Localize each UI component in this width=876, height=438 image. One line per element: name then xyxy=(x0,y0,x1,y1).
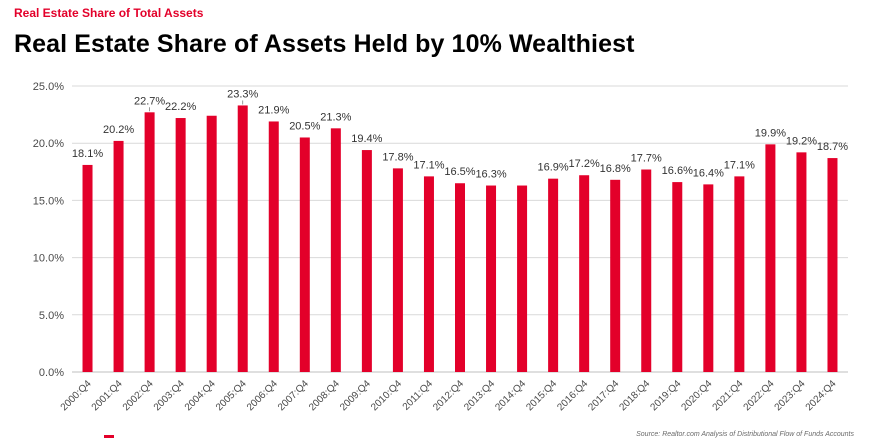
x-tick-label: 2005:Q4 xyxy=(214,378,249,413)
data-label: 18.7% xyxy=(817,141,848,153)
bar xyxy=(734,176,745,372)
bar xyxy=(579,175,590,372)
bar xyxy=(610,179,621,372)
bar xyxy=(299,137,310,372)
x-tick-label: 2009:Q4 xyxy=(338,378,373,413)
x-tick-label: 2007:Q4 xyxy=(276,378,311,413)
data-label: 16.6% xyxy=(662,165,693,177)
bar xyxy=(175,118,186,372)
x-axis-ticks: 2000:Q42001:Q42002:Q42003:Q42004:Q42005:… xyxy=(59,378,839,413)
x-tick-label: 2019:Q4 xyxy=(648,378,683,413)
x-tick-label: 2021:Q4 xyxy=(711,378,746,413)
bar xyxy=(237,105,248,372)
x-tick-label: 2002:Q4 xyxy=(121,378,156,413)
data-label: 23.3% xyxy=(227,88,258,100)
bar xyxy=(361,150,372,372)
bar xyxy=(330,128,341,372)
bar xyxy=(455,183,465,372)
x-tick-label: 2012:Q4 xyxy=(431,378,466,413)
bar xyxy=(672,182,683,372)
bar xyxy=(703,184,714,372)
x-tick-label: 2001:Q4 xyxy=(90,378,125,413)
x-tick-label: 2024:Q4 xyxy=(804,378,839,413)
bar xyxy=(113,140,124,372)
x-tick-label: 2013:Q4 xyxy=(462,378,497,413)
bar xyxy=(548,178,559,372)
bar xyxy=(827,158,838,372)
data-label: 21.3% xyxy=(320,111,351,123)
data-label: 19.9% xyxy=(755,127,786,139)
data-label: 20.5% xyxy=(289,120,320,132)
y-tick-label: 0.0% xyxy=(39,367,64,379)
data-label: 19.2% xyxy=(786,135,817,147)
data-label: 22.2% xyxy=(165,101,196,113)
bar xyxy=(796,152,807,372)
x-tick-label: 2003:Q4 xyxy=(152,378,187,413)
data-label: 16.4% xyxy=(693,167,724,179)
x-tick-label: 2015:Q4 xyxy=(524,378,559,413)
data-label: 17.1% xyxy=(724,159,755,171)
y-tick-label: 10.0% xyxy=(33,253,64,265)
x-tick-label: 2023:Q4 xyxy=(773,378,808,413)
bar xyxy=(392,168,403,372)
x-tick-label: 2008:Q4 xyxy=(307,378,342,413)
x-tick-label: 2018:Q4 xyxy=(617,378,652,413)
data-label: 20.2% xyxy=(103,124,134,136)
x-tick-label: 2010:Q4 xyxy=(369,378,404,413)
data-label: 22.7% xyxy=(134,95,165,107)
y-tick-label: 25.0% xyxy=(33,81,64,93)
bar xyxy=(641,169,652,372)
y-tick-label: 20.0% xyxy=(33,138,64,150)
data-label: 16.3% xyxy=(475,169,506,181)
source-note: Source: Realtor.com Analysis of Distribu… xyxy=(636,431,854,438)
x-tick-label: 2006:Q4 xyxy=(245,378,280,413)
data-label: 18.1% xyxy=(72,148,103,160)
x-tick-label: 2020:Q4 xyxy=(680,378,715,413)
data-label: 17.8% xyxy=(382,151,413,163)
x-tick-label: 2011:Q4 xyxy=(401,378,436,413)
legend-swatch xyxy=(104,435,114,438)
bar xyxy=(486,185,497,372)
x-tick-label: 2022:Q4 xyxy=(742,378,777,413)
bar xyxy=(206,115,217,372)
bar xyxy=(82,164,93,372)
x-tick-label: 2014:Q4 xyxy=(493,378,528,413)
bar xyxy=(765,144,776,372)
bar xyxy=(517,185,528,372)
x-tick-label: 2000:Q4 xyxy=(59,378,94,413)
y-tick-label: 5.0% xyxy=(39,310,64,322)
data-label: 17.7% xyxy=(631,153,662,165)
x-tick-label: 2017:Q4 xyxy=(586,378,621,413)
x-tick-label: 2016:Q4 xyxy=(555,378,590,413)
data-label: 16.5% xyxy=(444,166,475,178)
data-labels: 18.1%20.2% 22.7% 22.2% 23.3%21.9%20.5%21.3%… xyxy=(72,88,848,180)
x-tick-label: 2004:Q4 xyxy=(183,378,218,413)
y-axis-ticks: 0.0% 5.0% 10.0% 15.0% 20.0% 25.0% xyxy=(33,81,64,379)
bar xyxy=(144,112,155,372)
data-label: 17.2% xyxy=(569,158,600,170)
bar xyxy=(423,176,434,372)
data-label: 21.9% xyxy=(258,104,289,116)
data-label: 16.8% xyxy=(600,163,631,175)
data-label: 17.1% xyxy=(413,159,444,171)
data-label: 16.9% xyxy=(538,162,569,174)
bar xyxy=(268,121,279,373)
data-label: 19.4% xyxy=(351,133,382,145)
bars xyxy=(82,105,838,373)
chart-kicker: Real Estate Share of Total Assets xyxy=(14,6,204,20)
y-tick-label: 15.0% xyxy=(33,195,64,207)
chart-title: Real Estate Share of Assets Held by 10% … xyxy=(14,30,635,58)
